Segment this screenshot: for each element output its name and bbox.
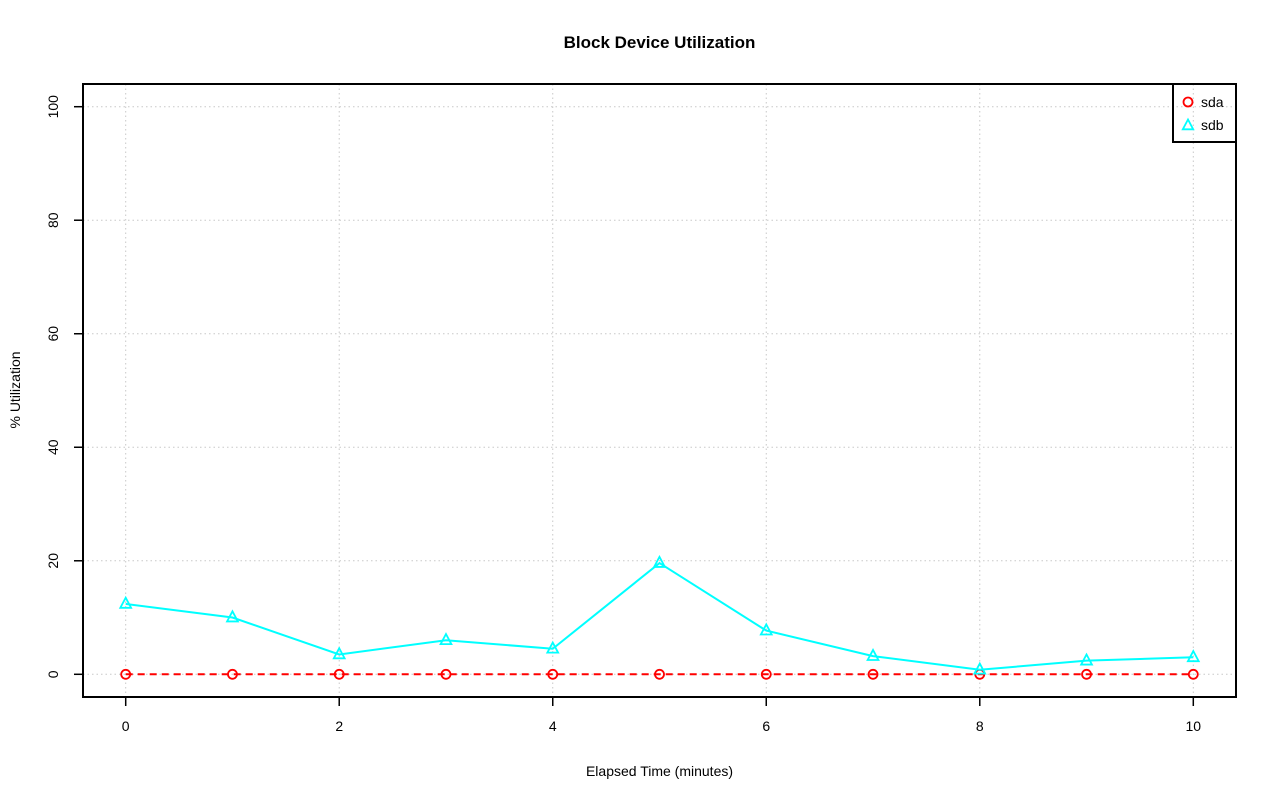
- x-tick-label: 2: [335, 718, 343, 734]
- data-point-sda: [760, 668, 772, 680]
- data-point-sdb: [225, 609, 240, 623]
- data-point-sdb: [866, 648, 880, 661]
- sdb-triangle-glyph: [1181, 117, 1195, 130]
- data-point-sdb: [972, 661, 987, 675]
- sda-circle-glyph: [1182, 96, 1194, 107]
- plot-frame: [82, 83, 1237, 698]
- data-point-sdb: [118, 595, 133, 609]
- data-point-sda: [440, 668, 452, 680]
- y-tick-label: 80: [45, 212, 61, 228]
- y-tick-label: 60: [45, 326, 61, 342]
- data-point-sda: [867, 668, 879, 680]
- x-tick-label: 4: [549, 718, 557, 734]
- data-point-sdb: [332, 646, 347, 660]
- x-tick-label: 0: [122, 718, 130, 734]
- y-tick-label: 40: [45, 439, 61, 455]
- data-point-sda: [227, 668, 238, 680]
- data-point-sda: [654, 668, 665, 680]
- legend-item-sda: sda: [1180, 90, 1235, 113]
- legend: sda sdb: [1172, 83, 1237, 143]
- y-tick-label: 0: [45, 670, 61, 678]
- data-point-sda: [120, 668, 132, 680]
- y-tick-label: 20: [45, 553, 61, 569]
- data-point-sdb: [652, 554, 667, 568]
- x-tick-label: 10: [1186, 718, 1202, 734]
- chart-title: Block Device Utilization: [563, 33, 756, 52]
- x-tick-label: 6: [762, 718, 770, 734]
- y-axis-label: % Utilization: [7, 351, 23, 429]
- x-tick-label: 8: [976, 718, 984, 734]
- data-point-sda: [333, 668, 345, 680]
- data-point-sdb: [1079, 652, 1094, 666]
- sda-circle-marker-icon: [1182, 96, 1194, 107]
- data-point-sdb: [545, 640, 560, 654]
- data-point-sda: [1081, 668, 1092, 680]
- legend-item-sdb: sdb: [1180, 113, 1235, 136]
- series-line-sdb: [125, 561, 1194, 671]
- legend-label-sdb: sdb: [1201, 116, 1224, 133]
- data-point-sdb: [759, 622, 774, 636]
- y-tick-label: 100: [45, 95, 61, 119]
- data-point-sdb: [1186, 649, 1201, 663]
- x-axis-label: Elapsed Time (minutes): [585, 763, 734, 779]
- legend-label-sda: sda: [1201, 93, 1224, 110]
- sdb-triangle-marker-icon: [1181, 117, 1195, 130]
- data-point-sdb: [439, 632, 453, 646]
- data-point-sda: [547, 668, 559, 680]
- data-point-sda: [1187, 668, 1199, 680]
